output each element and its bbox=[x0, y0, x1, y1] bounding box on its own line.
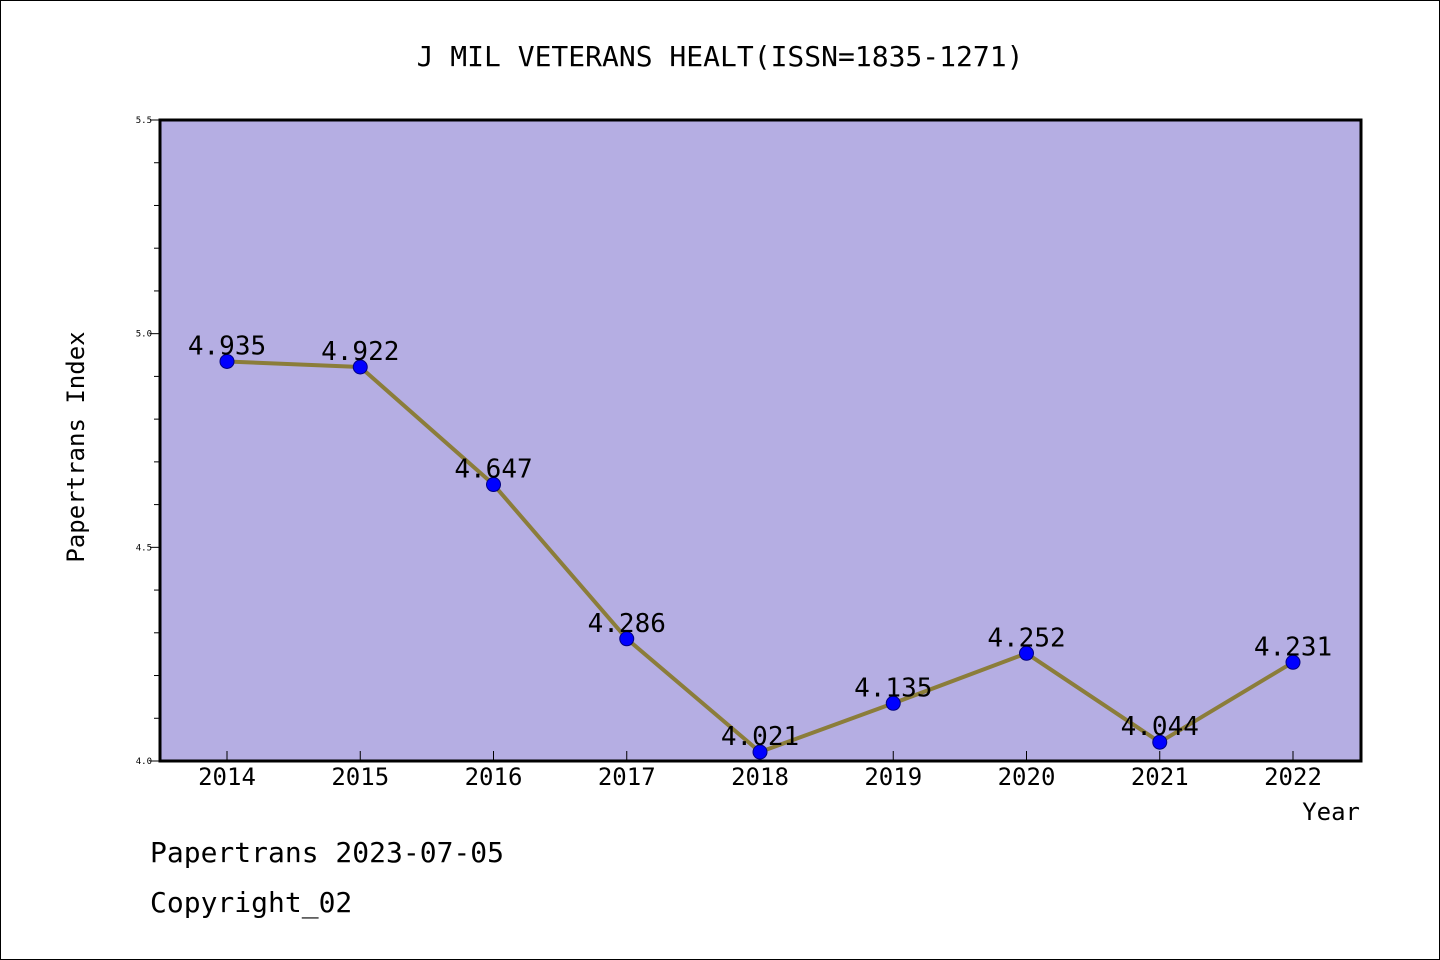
y-tick-label: 4.5 bbox=[136, 543, 152, 553]
y-axis: 4.0 4.5 5.0 5.5 bbox=[136, 116, 160, 767]
data-label: 4.286 bbox=[588, 609, 666, 639]
data-label: 4.231 bbox=[1254, 632, 1332, 662]
data-point bbox=[752, 744, 768, 760]
y-tick-label: 5.5 bbox=[136, 116, 152, 126]
x-tick-label: 2015 bbox=[331, 763, 389, 791]
data-label: 4.135 bbox=[854, 673, 932, 703]
data-point bbox=[1285, 654, 1301, 670]
x-tick-label: 2021 bbox=[1131, 763, 1189, 791]
copyright-note: Copyright_02 bbox=[150, 886, 353, 919]
data-label: 4.647 bbox=[454, 455, 532, 485]
data-point bbox=[1152, 734, 1168, 750]
data-label: 4.021 bbox=[721, 722, 799, 752]
data-label: 4.935 bbox=[188, 331, 266, 361]
data-point bbox=[885, 695, 901, 711]
data-points bbox=[219, 353, 1301, 760]
y-axis-label: Papertrans Index bbox=[62, 331, 90, 562]
y-tick-label: 4.0 bbox=[136, 757, 152, 767]
x-tick-label: 2022 bbox=[1264, 763, 1322, 791]
x-tick-label: 2016 bbox=[465, 763, 523, 791]
source-note: Papertrans 2023-07-05 bbox=[150, 836, 505, 869]
data-point bbox=[1019, 645, 1034, 661]
plot-area bbox=[158, 118, 1363, 763]
y-tick-label: 5.0 bbox=[136, 330, 152, 340]
x-tick-label: 2018 bbox=[731, 763, 789, 791]
x-axis-label: Year bbox=[1302, 798, 1360, 826]
x-tick-label: 2019 bbox=[864, 763, 922, 791]
chart-title: J MIL VETERANS HEALT(ISSN=1835-1271) bbox=[417, 40, 1024, 73]
x-axis: 2014 2015 2016 2017 2018 2019 2020 2021 2022 bbox=[198, 751, 1322, 791]
data-labels: 4.935 4.922 4.647 4.286 4.021 4.135 4.252 4.044… bbox=[188, 331, 1332, 752]
data-label: 4.044 bbox=[1121, 712, 1199, 742]
data-point bbox=[486, 477, 501, 493]
data-point bbox=[352, 359, 368, 375]
x-tick-label: 2014 bbox=[198, 763, 256, 791]
data-label: 4.252 bbox=[987, 623, 1065, 653]
data-point bbox=[619, 631, 635, 647]
data-label: 4.922 bbox=[321, 337, 399, 367]
x-tick-label: 2017 bbox=[598, 763, 656, 791]
data-point bbox=[219, 353, 235, 369]
x-tick-label: 2020 bbox=[998, 763, 1056, 791]
